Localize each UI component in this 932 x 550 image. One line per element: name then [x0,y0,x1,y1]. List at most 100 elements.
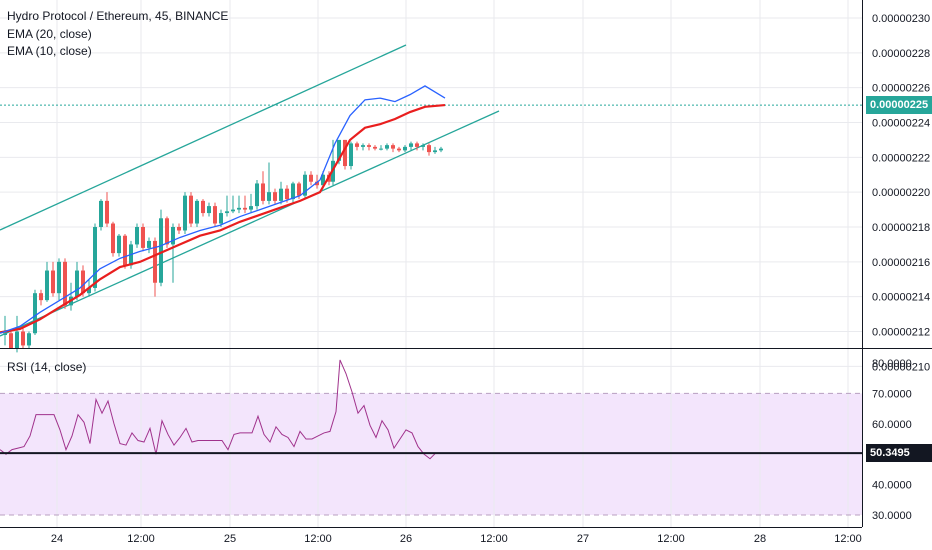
candle-body [111,223,115,254]
candle-body [147,240,151,248]
candle-body [177,227,181,231]
candle-body [249,206,253,210]
candle-body [321,174,325,186]
candle-body [21,331,25,346]
rsi-tick-label: 30.0000 [872,510,912,522]
price-tick-label: 0.00000222 [872,152,930,164]
price-tick-label: 0.00000226 [872,83,930,95]
candle-body [297,183,301,196]
rsi-tick-label: 70.0000 [872,388,912,400]
price-tick-label: 0.00000228 [872,48,930,60]
time-tick-label: 12:00 [480,533,508,545]
candle-body [255,183,259,207]
time-tick-label: 12:00 [127,533,155,545]
candle-body [39,293,43,301]
candle-body [415,143,419,147]
candle-body [433,150,437,153]
candle-body [99,200,103,227]
candle-body [117,235,121,254]
time-tick-label: 25 [224,533,236,545]
price-tick-label: 0.00000218 [872,222,930,234]
rsi-series-line [0,359,437,460]
price-tick-label: 0.00000224 [872,118,930,130]
channel-upper-line [0,44,407,231]
time-tick-label: 27 [577,533,589,545]
ema20-legend: EMA (20, close) [7,27,92,41]
ema10-line [0,85,446,334]
candle-body [75,270,79,297]
candle-body [135,227,139,245]
candle-body [183,195,187,231]
candle-body [3,333,7,335]
channel-lower-line [0,110,500,337]
candle-body [349,143,353,167]
time-tick-label: 12:00 [834,533,862,545]
time-tick-label: 26 [400,533,412,545]
rsi-tick-label: 80.0000 [872,358,912,370]
candle-body [231,209,235,212]
price-tick-label: 0.00000210 [872,361,930,373]
rsi-band [0,393,862,515]
candle-body [379,148,383,150]
candle-body [165,218,169,245]
candle-body [123,235,127,266]
candle-body [361,145,365,147]
candle-body [279,188,283,201]
ema10-legend: EMA (10, close) [7,44,92,58]
candle-body [373,146,377,149]
ema-lines [0,85,446,334]
rsi-tick-label: 40.0000 [872,480,912,492]
candle-body [153,240,157,283]
candle-body [343,139,347,167]
candle-body [391,145,395,149]
last-price-tag: 0.00000225 [866,96,932,115]
price-tick-label: 0.00000220 [872,187,930,199]
candle-body [291,183,295,200]
rsi-value-tag: 50.3495 [866,444,932,463]
candle-body [225,211,229,214]
candle-body [315,181,319,186]
candle-body [207,206,211,214]
candle-body [51,270,55,294]
candle-body [15,331,19,349]
time-tick-label: 28 [754,533,766,545]
price-tick-label: 0.00000216 [872,257,930,269]
time-tick-label: 12:00 [304,533,332,545]
candle-body [171,227,175,245]
candle-body [303,174,307,196]
candle-body [93,227,97,288]
candle-body [409,143,413,147]
candle-body [273,192,277,201]
candle-body [385,145,389,149]
candle-body [27,333,31,346]
symbol-title: Hydro Protocol / Ethereum, 45, BINANCE [7,9,229,23]
rsi-legend: RSI (14, close) [7,360,87,374]
candle-body [237,207,241,210]
candle-body [201,200,205,214]
rsi-line [0,359,862,460]
candle-body [33,293,37,334]
price-tick-label: 0.00000212 [872,327,930,339]
candle-body [367,145,371,147]
candle-body [397,148,401,151]
candle-body [159,218,163,283]
candles [3,139,443,353]
ema20-line [0,103,446,334]
candle-body [267,192,271,201]
rsi-tick-label: 60.0000 [872,419,912,431]
candle-body [439,148,443,151]
price-grid [0,0,862,367]
candle-body [421,145,425,147]
candle-body [213,206,217,224]
candle-body [105,200,109,224]
candle-body [9,333,13,349]
candle-body [261,183,265,201]
candle-body [427,145,431,153]
time-tick-label: 24 [51,533,63,545]
price-tick-label: 0.00000230 [872,13,930,25]
candle-body [309,174,313,182]
candle-body [243,207,247,210]
candle-body [63,261,67,306]
trend-channel[interactable] [0,44,500,337]
